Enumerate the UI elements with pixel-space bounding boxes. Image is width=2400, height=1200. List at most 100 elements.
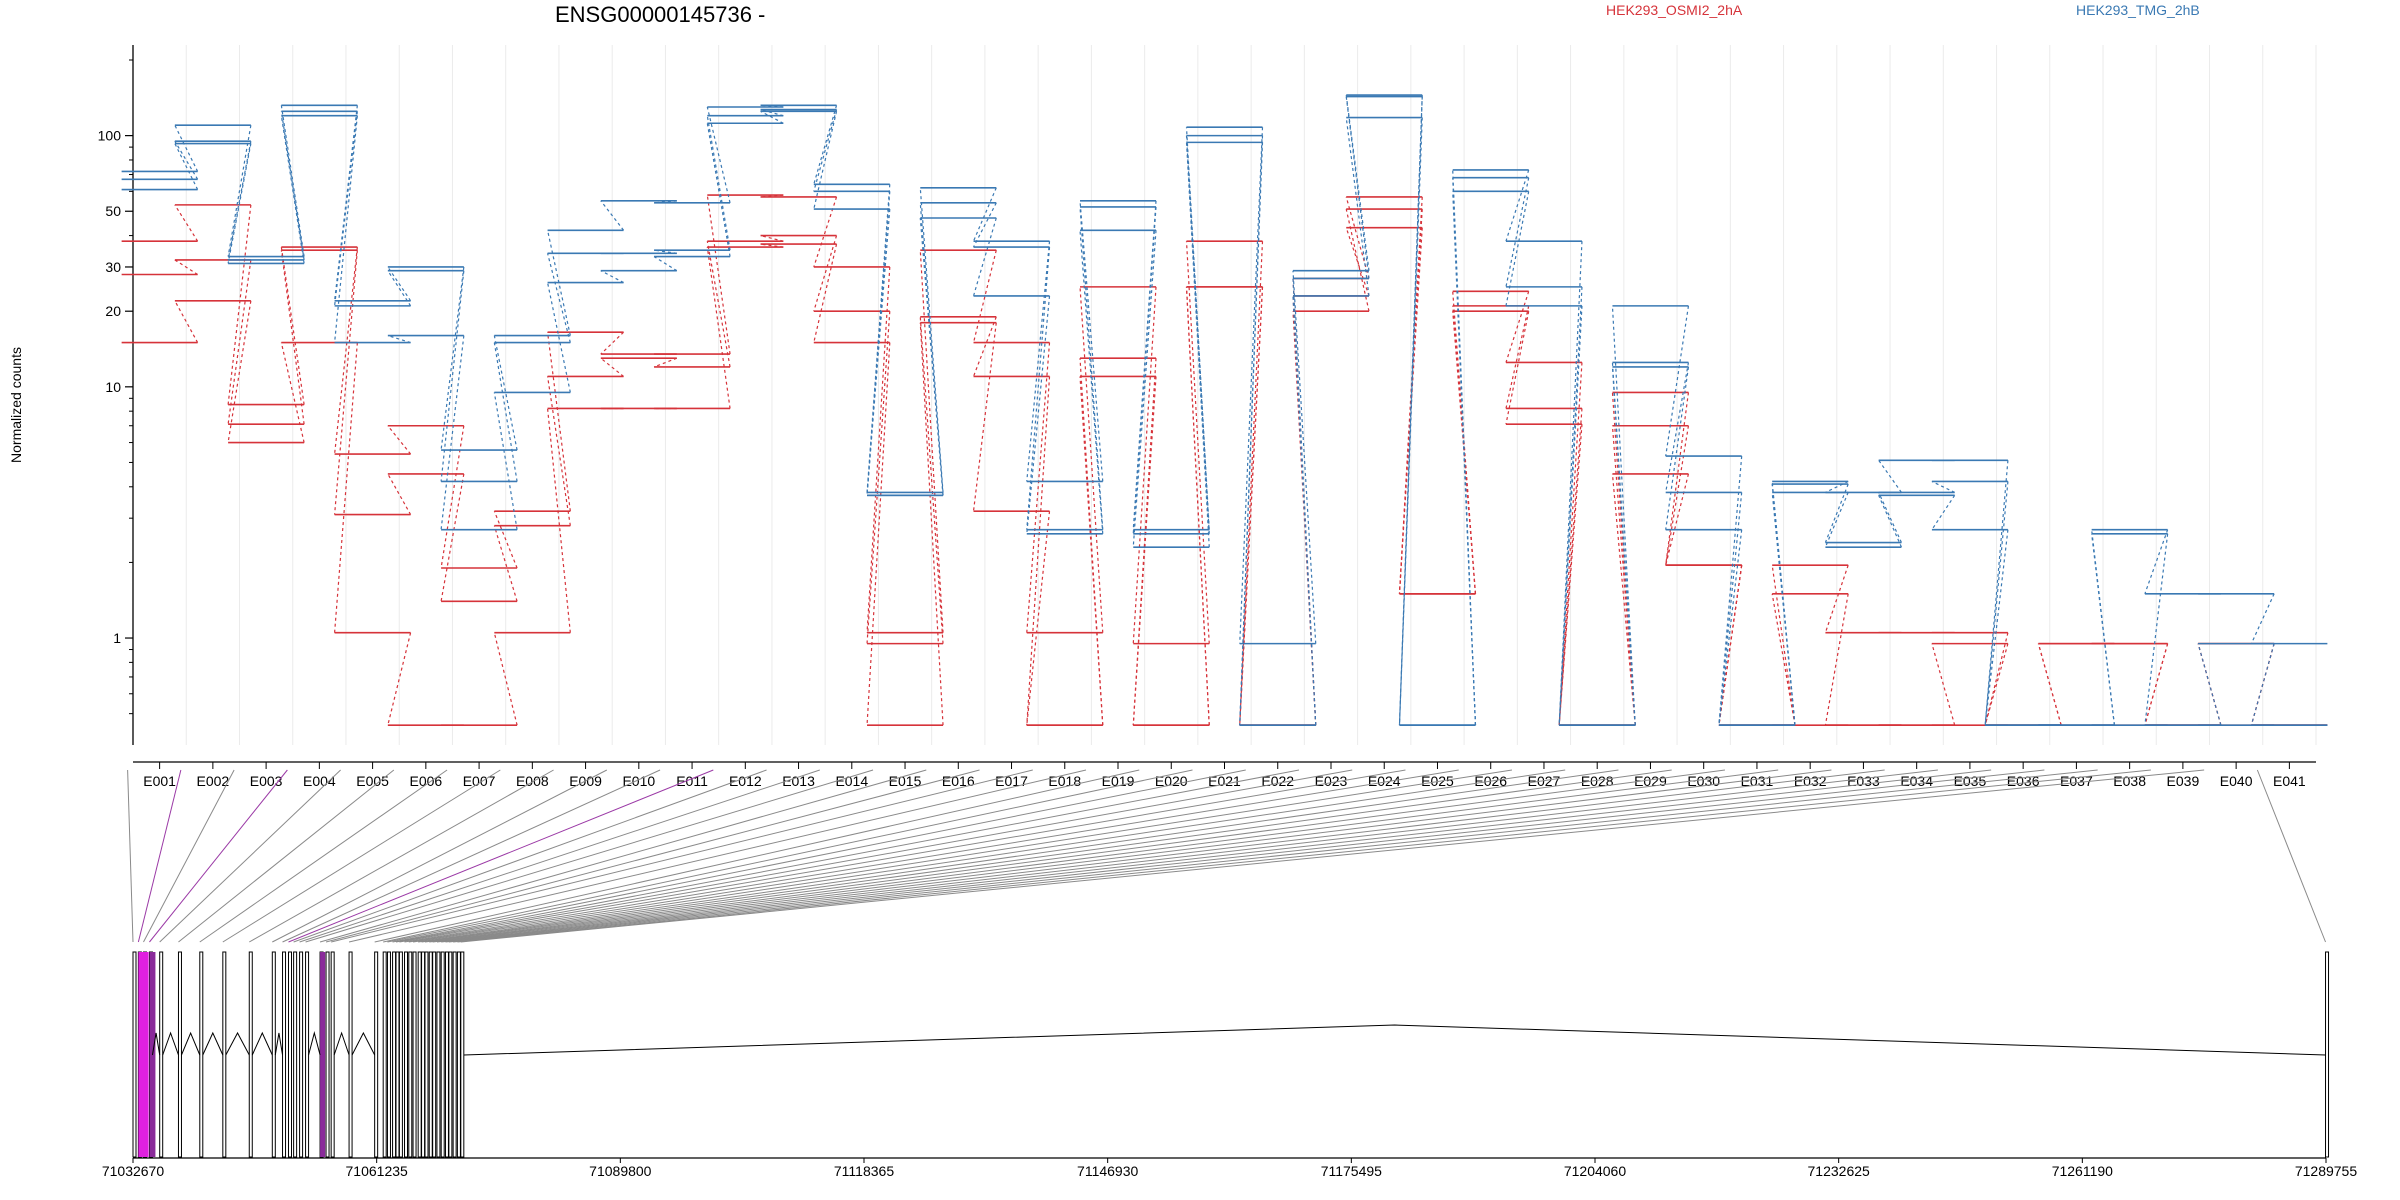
x-tick-label-e033: E033 [1847, 773, 1880, 789]
series-connector [1185, 142, 1210, 548]
series-connector [493, 392, 518, 530]
series-connector [546, 332, 571, 512]
series-connector [919, 250, 944, 633]
exon-mapping-line-e007 [199, 769, 448, 943]
exon-mapping-line-e014 [299, 769, 820, 943]
x-tick-label-e010: E010 [622, 773, 655, 789]
exon-block-e037 [448, 951, 453, 1158]
series-connector [334, 111, 358, 306]
y-tick-label: 50 [105, 203, 121, 219]
series-connector [334, 105, 358, 301]
series-connector [866, 311, 891, 644]
series-connector [2037, 643, 2062, 726]
exon-mapping-line-e036 [445, 769, 1992, 943]
exon-mapping-line-e025 [399, 769, 1406, 943]
series-connector [174, 300, 199, 343]
series-connector [653, 256, 678, 272]
exon-block-e013 [293, 951, 298, 1158]
series-connector [813, 109, 838, 192]
x-tick-label-e012: E012 [729, 773, 762, 789]
exon-mapping-line-e004 [149, 769, 288, 943]
exon-mapping-line-e035 [441, 769, 1938, 943]
series-connector [2091, 533, 2115, 726]
exon-mapping-line-e041 [2256, 769, 2326, 943]
series-connector [334, 115, 358, 343]
exon-mapping-line-e022 [387, 769, 1246, 943]
x-tick-label-e031: E031 [1741, 773, 1774, 789]
series-connector [1452, 311, 1477, 594]
series-connector [1239, 241, 1264, 726]
exon-block-e021 [382, 951, 387, 1158]
long-intron [463, 1024, 2326, 1056]
series-connector [706, 123, 731, 257]
intron-zigzags [151, 1031, 376, 1056]
series-connector [1398, 96, 1423, 726]
series-connector [600, 270, 624, 284]
exon-mapping-line-e003 [143, 769, 235, 943]
legend-label-tmg: HEK293_TMG_2hB [2076, 2, 2200, 18]
series-connector [1558, 305, 1583, 726]
x-tick-label-e041: E041 [2273, 773, 2306, 789]
series-connector [1984, 481, 2009, 726]
exon-mapping-line-e033 [432, 769, 1832, 943]
series-connector [387, 334, 411, 344]
series-connector [387, 425, 412, 455]
series-connector [972, 316, 997, 377]
y-tick-label: 100 [98, 128, 122, 144]
series-connector [919, 322, 944, 726]
series-connector [387, 270, 412, 307]
series-connector [919, 217, 944, 496]
exon-block-e032 [428, 951, 433, 1158]
series-connector [2144, 529, 2169, 595]
exon-block-e023 [392, 951, 397, 1158]
series-connector [1505, 191, 1530, 307]
series-connector [1825, 480, 1849, 493]
series-connector [1558, 241, 1583, 726]
exon-block-e007 [199, 951, 204, 1158]
series-connector [1505, 291, 1530, 363]
series-connector [333, 342, 358, 633]
exon-block-e029 [417, 951, 422, 1158]
x-tick-label-e011: E011 [676, 773, 708, 789]
exon-block-e006 [177, 951, 182, 1158]
series-connector [866, 342, 891, 726]
series-connector [2250, 643, 2275, 726]
series-connector [600, 200, 625, 231]
x-tick-label-e015: E015 [889, 773, 922, 789]
series-connector [1771, 492, 1796, 726]
series-connector [387, 266, 412, 302]
exon-mapping-line-e017 [325, 769, 980, 943]
exon-mapping-line-e008 [222, 769, 501, 943]
gene-coordinate-label: 71232625 [1808, 1163, 1871, 1179]
gene-coordinate-label: 71118365 [834, 1163, 894, 1179]
series-connector [972, 250, 997, 343]
x-tick-label-e025: E025 [1421, 773, 1454, 789]
x-tick-label-e005: E005 [356, 773, 389, 789]
exon-block-e011 [282, 951, 287, 1158]
series-connector [919, 316, 944, 644]
gene-coordinate-label: 71089800 [589, 1163, 652, 1179]
series-connector [760, 110, 784, 124]
exon-block-e017 [325, 951, 330, 1158]
exon-mapping-line-e019 [348, 769, 1087, 943]
series-connector [1718, 492, 1743, 726]
gene-coordinate-label: 71289755 [2295, 1163, 2358, 1179]
exon-mapping-line-e001 [127, 769, 134, 943]
series-connector [1558, 424, 1583, 726]
exon-mapping-line-e030 [421, 769, 1672, 943]
series-connector [280, 111, 305, 261]
x-tick-label-e002: E002 [197, 773, 230, 789]
exon-mapping-line-e038 [453, 769, 2098, 943]
exon-block-e040 [460, 951, 465, 1158]
series-connector [813, 243, 838, 343]
series-connector [1079, 230, 1104, 534]
exon-mapping-line-e002 [137, 769, 182, 943]
x-tick-label-e020: E020 [1155, 773, 1188, 789]
series-connector [1026, 295, 1051, 534]
series-connector [1665, 305, 1690, 457]
series-connector [333, 250, 358, 515]
series-connector [1824, 593, 1849, 726]
x-tick-label-e032: E032 [1794, 773, 1827, 789]
series-connector [919, 187, 944, 493]
